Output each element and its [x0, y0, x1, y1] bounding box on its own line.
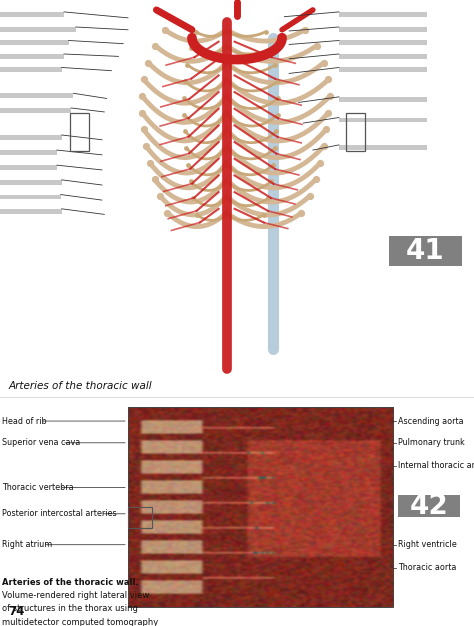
Text: Right ventricle: Right ventricle — [398, 540, 457, 549]
Bar — [0, 12, 64, 17]
Bar — [0, 41, 69, 45]
Bar — [0, 54, 64, 59]
Text: Thoracic aorta: Thoracic aorta — [398, 563, 456, 572]
Bar — [0, 209, 62, 213]
Bar — [389, 236, 462, 266]
Bar — [339, 118, 427, 122]
Bar — [0, 195, 61, 199]
Bar — [128, 408, 393, 607]
Bar — [0, 165, 57, 170]
Text: Head of rib: Head of rib — [2, 416, 47, 426]
Bar — [0, 108, 71, 113]
Text: Volume-rendered right lateral view: Volume-rendered right lateral view — [2, 591, 150, 600]
Bar — [70, 113, 89, 151]
Bar — [0, 180, 62, 185]
Text: Ascending aorta: Ascending aorta — [398, 416, 464, 426]
Text: Pulmonary trunk: Pulmonary trunk — [398, 438, 465, 448]
Bar — [339, 12, 427, 17]
Bar — [339, 68, 427, 72]
Text: multidetector computed tomography: multidetector computed tomography — [2, 618, 159, 626]
Bar — [0, 397, 474, 626]
Bar — [346, 113, 365, 151]
Bar — [398, 495, 460, 517]
Bar — [339, 54, 427, 59]
Text: 41: 41 — [406, 237, 445, 265]
Text: Right atrium: Right atrium — [2, 540, 53, 549]
Bar — [128, 507, 152, 528]
Bar — [0, 68, 62, 72]
Bar — [339, 97, 427, 101]
Text: Posterior intercostal arteries: Posterior intercostal arteries — [2, 510, 117, 518]
Bar — [0, 27, 76, 32]
Text: Arteries of the thoracic wall.: Arteries of the thoracic wall. — [2, 578, 139, 587]
Bar — [339, 41, 427, 45]
Text: Thoracic vertebra: Thoracic vertebra — [2, 483, 74, 492]
Bar — [339, 145, 427, 150]
Text: Arteries of the thoracic wall: Arteries of the thoracic wall — [9, 381, 152, 391]
Bar — [339, 27, 427, 32]
Text: of structures in the thorax using: of structures in the thorax using — [2, 605, 138, 613]
Text: Internal thoracic artery: Internal thoracic artery — [398, 461, 474, 470]
Text: Superior vena cava: Superior vena cava — [2, 438, 81, 448]
Bar — [0, 93, 73, 98]
Bar — [0, 135, 62, 140]
Bar — [0, 150, 57, 155]
Text: 74: 74 — [9, 605, 25, 618]
Text: 42: 42 — [410, 492, 448, 520]
